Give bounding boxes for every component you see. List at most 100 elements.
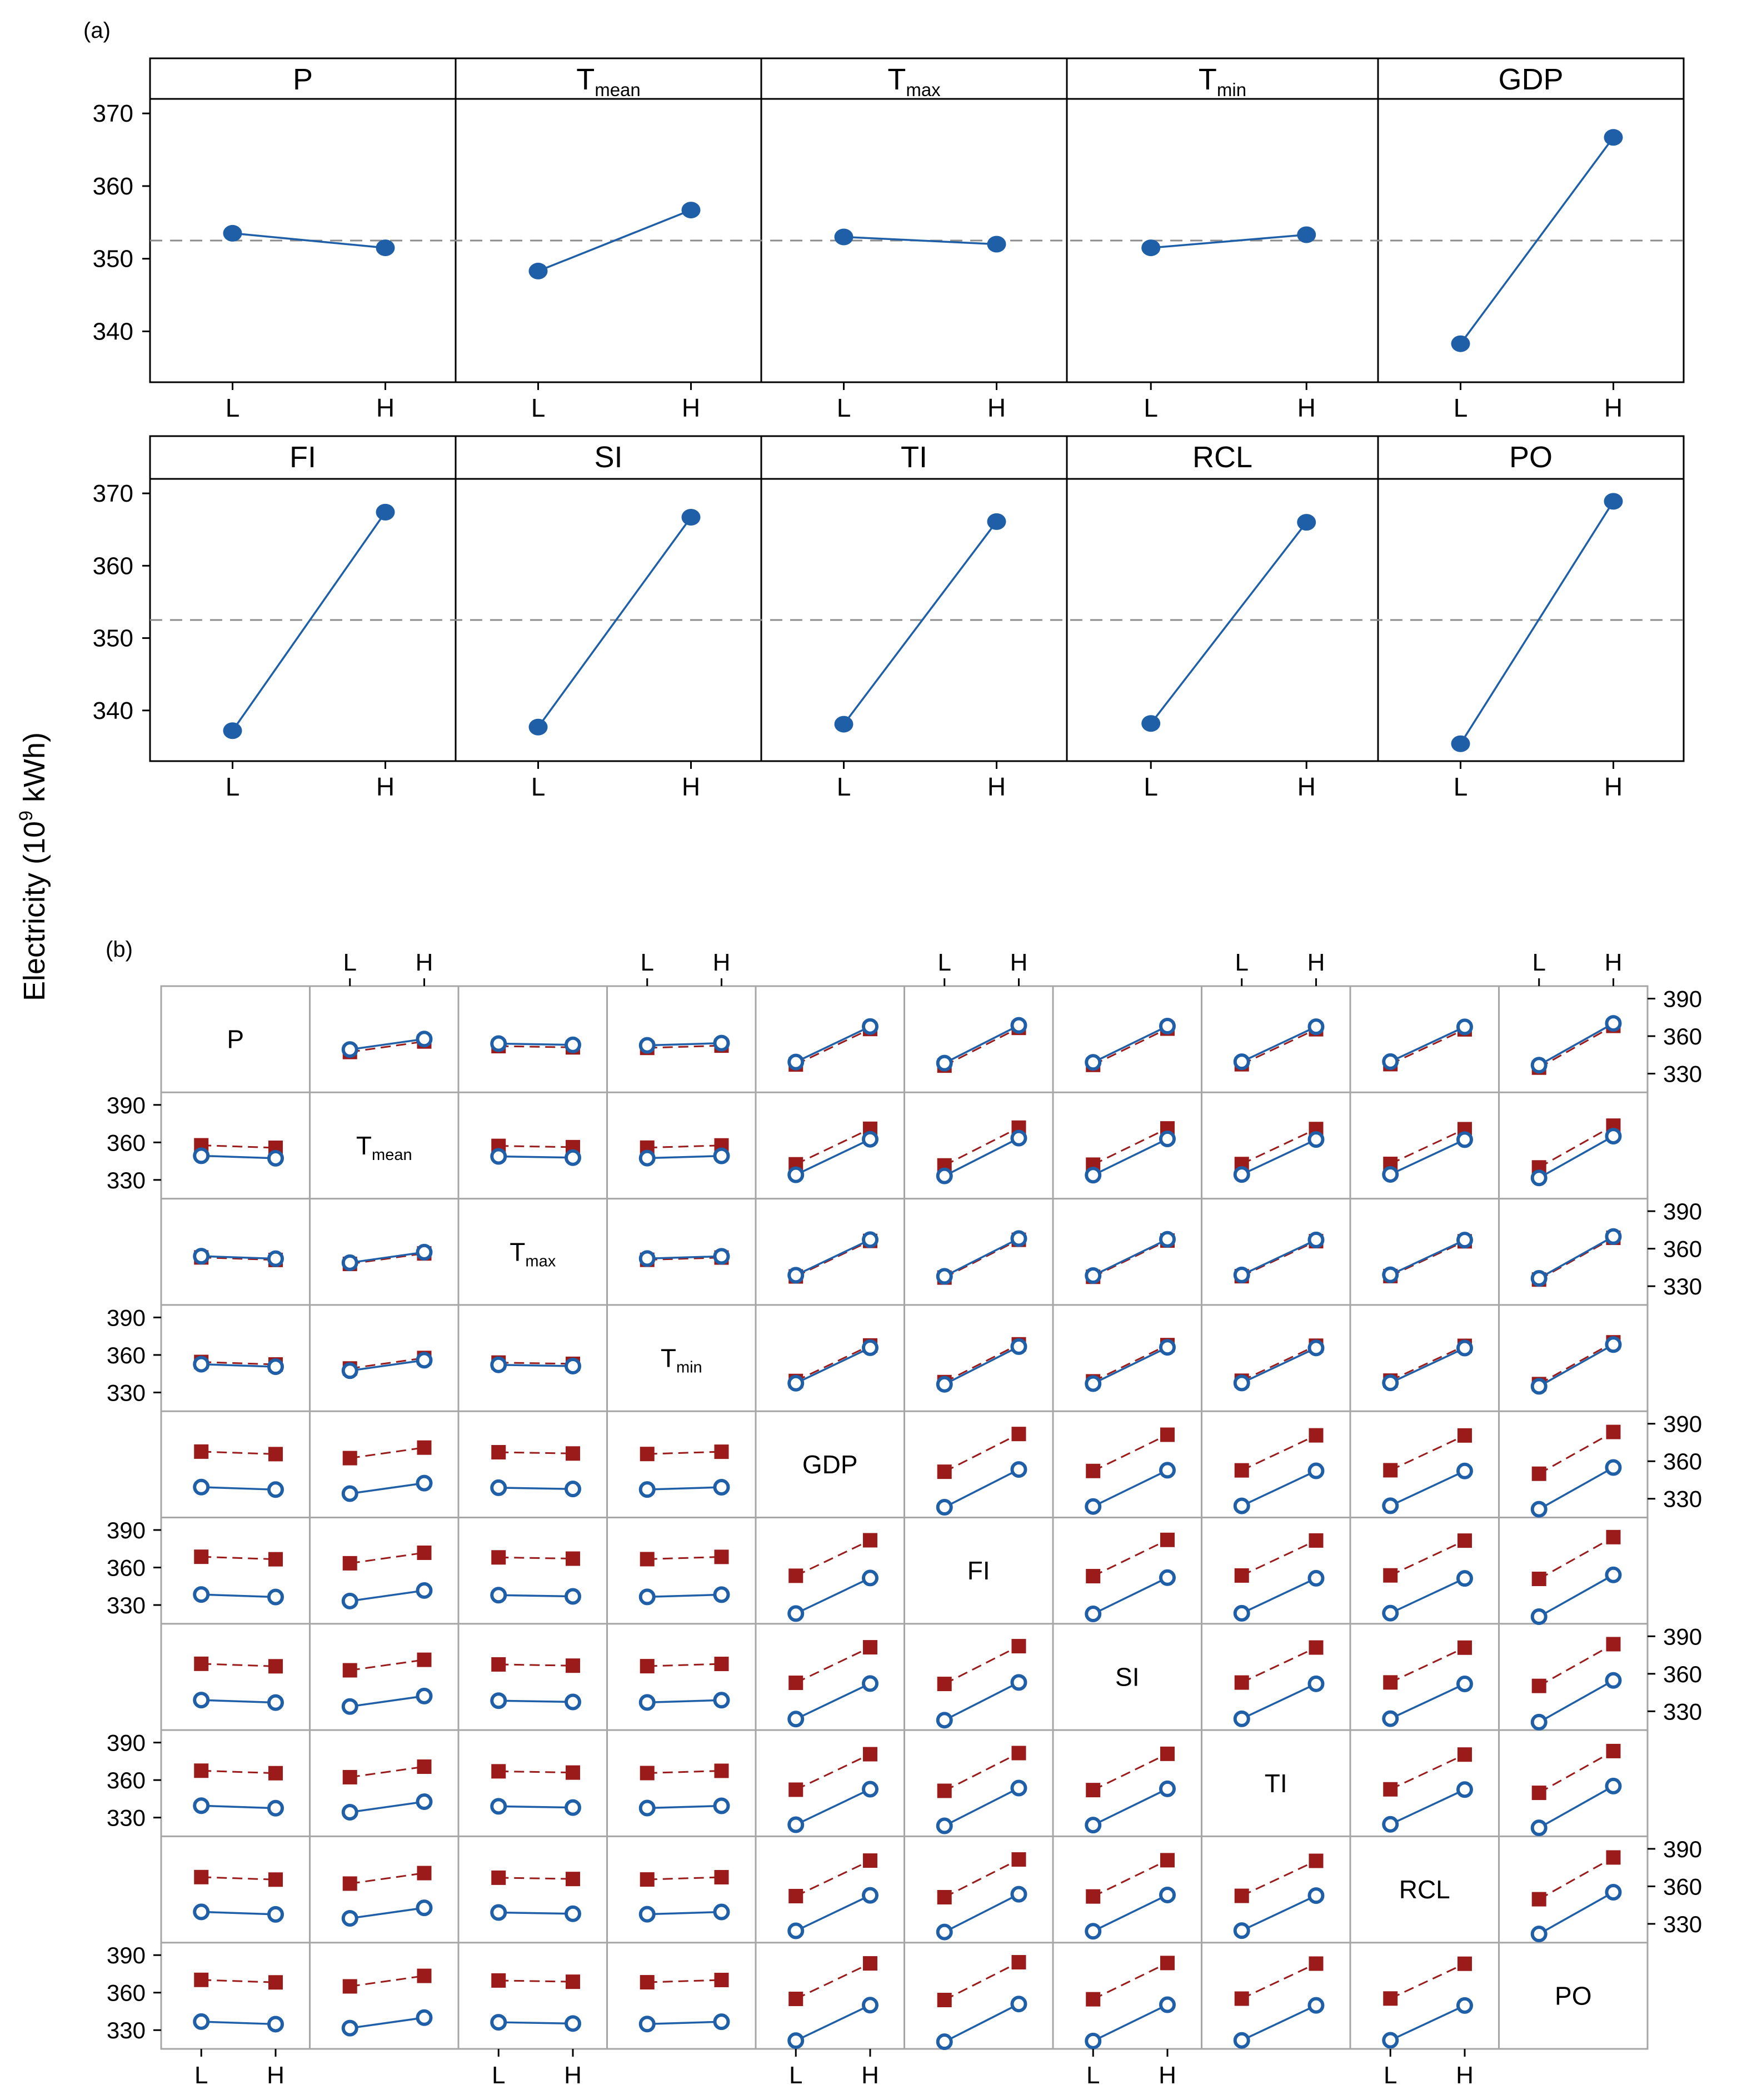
interaction-low-point: [1605, 1015, 1622, 1032]
interaction-low-point: [341, 1254, 358, 1271]
interaction-low-point: [936, 1054, 953, 1072]
interaction-low-point: [638, 1588, 656, 1606]
matrix-right-tick-label: 390: [1663, 1411, 1702, 1437]
main-effect-line-RCL: [1150, 522, 1307, 724]
interaction-low-line: [795, 1788, 871, 1826]
interaction-high-point: [788, 1568, 803, 1583]
interaction-high-line: [944, 1239, 1020, 1278]
interaction-low-point: [341, 2019, 358, 2037]
interaction-low-line: [201, 1593, 276, 1598]
interaction-high-line: [1538, 1750, 1614, 1794]
matrix-left-tick-label: 330: [107, 2017, 146, 2043]
interaction-low-point: [1307, 1018, 1325, 1036]
interaction-low-line: [350, 1251, 425, 1264]
interaction-high-point: [342, 1556, 357, 1571]
interaction-high-point: [1606, 1850, 1621, 1865]
interaction-low-line: [498, 1699, 573, 1703]
interaction-high-line: [350, 1975, 425, 1987]
interaction-low-line: [1241, 1577, 1317, 1614]
interaction-high-point: [1457, 1428, 1472, 1443]
interaction-low-point: [1085, 1054, 1102, 1071]
interaction-high-line: [795, 1859, 871, 1897]
interaction-high-line: [201, 1144, 276, 1149]
diagonal-label-SI: SI: [1115, 1662, 1139, 1691]
diagonal-label-P: P: [227, 1025, 244, 1054]
main-effects-title-box: [455, 435, 762, 480]
interaction-high-line: [1390, 1539, 1465, 1577]
diagonal-label-Tmin-base: T: [661, 1344, 676, 1373]
factor-title-TI: TI: [901, 441, 927, 474]
interaction-low-point: [936, 1923, 953, 1941]
interaction-low-line: [647, 1042, 722, 1047]
diagonal-label-SI-text: SI: [1115, 1662, 1139, 1691]
interaction-low-point: [1085, 1375, 1102, 1392]
interaction-low-line: [795, 1026, 871, 1063]
diagonal-label-GDP-text: GDP: [802, 1450, 858, 1479]
interaction-low-point: [1530, 1608, 1548, 1625]
interaction-low-point: [713, 1586, 730, 1603]
interaction-high-point: [714, 1444, 729, 1459]
interaction-low-line: [498, 1805, 573, 1809]
matrix-right-tick-label: 330: [1663, 1911, 1702, 1937]
interaction-low-point: [193, 2013, 210, 2030]
interaction-low-point: [564, 1693, 581, 1711]
interaction-high-line: [795, 1646, 871, 1684]
interaction-high-line: [1241, 1963, 1317, 1999]
matrix-bottom-tick-label: L: [1086, 2062, 1100, 2089]
interaction-low-point: [1085, 1167, 1102, 1184]
interaction-high-line: [350, 1659, 425, 1672]
interaction-low-point: [341, 1362, 358, 1379]
interaction-low-point: [193, 1147, 210, 1164]
interaction-high-line: [647, 1876, 722, 1881]
interaction-high-line: [1092, 1127, 1168, 1166]
interaction-high-point: [640, 1766, 655, 1781]
interaction-low-point: [416, 1582, 433, 1599]
interaction-low-point: [193, 1356, 210, 1373]
interaction-low-point: [1085, 1267, 1102, 1284]
interaction-high-line: [1538, 1025, 1614, 1069]
interaction-low-point: [1605, 1336, 1622, 1353]
interaction-low-line: [350, 2017, 425, 2029]
interaction-low-point: [936, 1376, 953, 1393]
interaction-low-line: [350, 1801, 425, 1813]
interaction-low-point: [861, 1675, 878, 1692]
interaction-low-line: [498, 1363, 573, 1367]
interaction-high-line: [498, 1362, 573, 1365]
interaction-low-line: [1241, 1138, 1317, 1176]
interaction-low-point: [861, 1018, 878, 1035]
interaction-high-line: [1538, 1237, 1614, 1281]
main-effect-point-low-Tmax: [834, 228, 853, 246]
interaction-low-line: [1538, 1343, 1614, 1387]
interaction-low-line: [944, 1681, 1020, 1721]
interaction-low-line: [1241, 2004, 1317, 2042]
interaction-low-point: [1530, 1378, 1548, 1395]
interaction-high-point: [1383, 1991, 1398, 2006]
x-tick-label: L: [531, 393, 546, 422]
interaction-low-line: [498, 1155, 573, 1159]
matrix-right-tick-label: 360: [1663, 1448, 1702, 1474]
x-tick-label: L: [531, 772, 546, 801]
interaction-low-point: [1159, 1018, 1176, 1035]
main-effects-title-box: [1377, 435, 1685, 480]
x-tick-label: H: [376, 393, 395, 422]
interaction-high-line: [647, 1044, 722, 1049]
interaction-high-line: [647, 1663, 722, 1667]
interaction-high-point: [1160, 1853, 1175, 1868]
interaction-high-point: [268, 1659, 283, 1674]
x-tick-label: L: [226, 772, 240, 801]
main-effect-point-high-Tmax: [987, 236, 1006, 253]
interaction-low-point: [1010, 1017, 1027, 1034]
interaction-high-line: [201, 1979, 276, 1983]
interaction-low-line: [647, 1255, 722, 1260]
matrix-left-tick-label: 330: [107, 1805, 146, 1831]
interaction-low-point: [787, 1374, 805, 1392]
interaction-high-point: [788, 1782, 803, 1797]
interaction-high-point: [1457, 1956, 1472, 1971]
interaction-low-point: [267, 1250, 284, 1267]
interaction-high-line: [944, 1433, 1020, 1473]
interaction-high-point: [1531, 1466, 1546, 1481]
interaction-low-point: [1307, 1462, 1325, 1479]
interaction-high-point: [1309, 1956, 1324, 1971]
interaction-high-line: [1241, 1647, 1317, 1683]
interaction-high-point: [491, 1657, 506, 1672]
